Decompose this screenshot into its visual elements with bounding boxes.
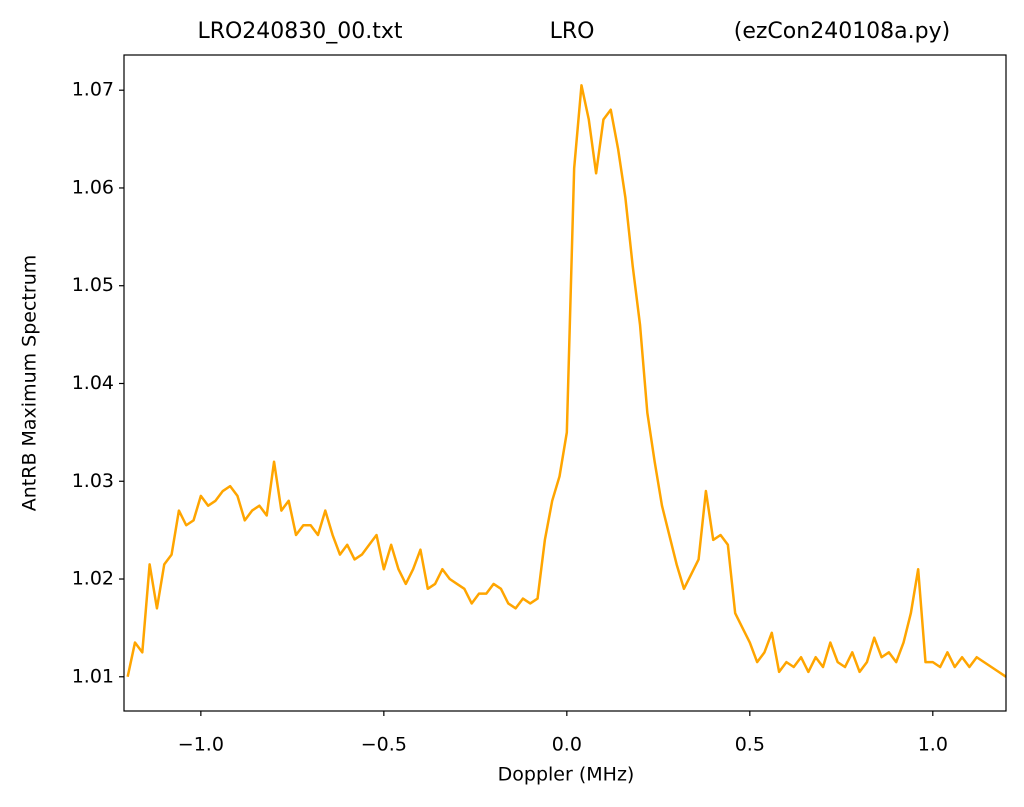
y-tick-label: 1.07 [72, 79, 114, 101]
x-tick-label: −1.0 [178, 734, 224, 756]
y-axis-label: AntRB Maximum Spectrum [19, 255, 41, 512]
x-tick-label: −0.5 [361, 734, 407, 756]
chart-title-file: LRO240830_00.txt [197, 19, 402, 44]
y-tick-label: 1.05 [72, 274, 114, 296]
y-tick-label: 1.04 [72, 372, 114, 394]
plot-frame [123, 54, 1007, 712]
x-tick-label: 0.5 [735, 734, 765, 756]
y-tick-label: 1.06 [72, 176, 114, 198]
data-line [126, 84, 1006, 678]
chart-title-station: LRO [550, 19, 595, 44]
y-tick-label: 1.01 [72, 665, 114, 687]
x-tick-label: 1.0 [918, 734, 948, 756]
y-tick-label: 1.02 [72, 568, 114, 590]
chart-title-program: (ezCon240108a.py) [734, 19, 950, 44]
x-axis-label: Doppler (MHz) [498, 764, 635, 786]
y-tick-label: 1.03 [72, 470, 114, 492]
x-tick-label: 0.0 [552, 734, 582, 756]
